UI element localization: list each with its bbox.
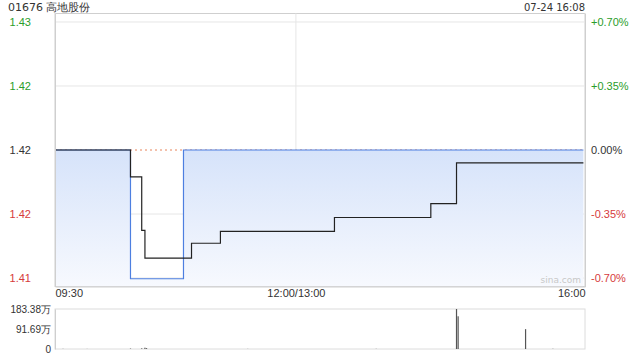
tick: 91.69万 bbox=[16, 324, 55, 335]
volume-bar bbox=[552, 348, 553, 349]
tick-label: 09:30 bbox=[56, 287, 84, 299]
subtitle: 07-24 16:08 bbox=[524, 2, 585, 13]
axis-line bbox=[55, 310, 56, 350]
tick-label: +0.70% bbox=[591, 16, 629, 28]
tick: 16:00 bbox=[558, 287, 586, 300]
tick-label: -0.35% bbox=[591, 208, 626, 220]
plot-frame bbox=[55, 14, 585, 287]
volume-bar bbox=[146, 348, 147, 349]
tick-label: 1.42 bbox=[10, 208, 31, 220]
watermark: sina.com bbox=[541, 275, 582, 285]
volume-bar bbox=[525, 329, 526, 349]
tick: 183.38万 bbox=[10, 304, 55, 315]
tick-label: -0.70% bbox=[591, 272, 626, 284]
axis: +0.70% +0.35% 0.00% -0.35% -0.70% bbox=[585, 14, 629, 287]
tick: -0.70% bbox=[585, 272, 626, 284]
price-area bbox=[55, 150, 583, 287]
volume-bar bbox=[141, 348, 142, 349]
volume-bar bbox=[130, 348, 131, 349]
tick-label: 91.69万 bbox=[16, 324, 51, 335]
tick-label: 1.41 bbox=[10, 272, 31, 284]
tick-label: 12:00/13:00 bbox=[267, 287, 325, 299]
chart: 1.43 1.42 1.42 1.42 1.41 +0.70% +0.35% 0.00% -0.… bbox=[0, 0, 640, 360]
grid bbox=[55, 14, 585, 287]
tick-label: 16:00 bbox=[558, 287, 586, 299]
volume-bar bbox=[62, 348, 63, 349]
tick: 0 bbox=[45, 344, 55, 355]
tick: 1.42 bbox=[10, 208, 55, 220]
tick: 12:00/13:00 bbox=[267, 287, 325, 300]
tick-label: +0.35% bbox=[591, 80, 629, 92]
volume-bar bbox=[456, 309, 457, 349]
axis: 1.43 1.42 1.42 1.42 1.41 bbox=[10, 14, 56, 287]
tick-label: 1.43 bbox=[10, 16, 31, 28]
tick-label: 0 bbox=[45, 344, 51, 355]
axis: 0 91.69万 183.38万 bbox=[10, 304, 55, 355]
volume-area bbox=[62, 309, 553, 349]
volume-frame bbox=[55, 309, 585, 349]
average-line bbox=[55, 150, 583, 258]
tick-label: 1.42 bbox=[10, 144, 31, 156]
tick: 09:30 bbox=[56, 287, 84, 300]
tick: 1.42 bbox=[10, 80, 55, 92]
tick: 1.41 bbox=[10, 272, 55, 284]
volume-bar bbox=[247, 348, 248, 349]
grid-line bbox=[55, 85, 585, 86]
title: 01676 高地股份 bbox=[8, 1, 91, 14]
tick: 1.43 bbox=[10, 16, 55, 28]
volume-bar bbox=[144, 348, 145, 349]
tick-label: 0.00% bbox=[591, 144, 622, 156]
volume-bar bbox=[458, 316, 459, 349]
tick: 0.00% bbox=[585, 144, 622, 156]
grid-line bbox=[55, 14, 56, 287]
tick: 1.42 bbox=[10, 144, 55, 156]
tick: +0.70% bbox=[585, 16, 629, 28]
tick: -0.35% bbox=[585, 208, 626, 220]
grid-line bbox=[585, 14, 586, 287]
volume-bar bbox=[376, 348, 377, 349]
tick: +0.35% bbox=[585, 80, 629, 92]
tick-label: 1.42 bbox=[10, 80, 31, 92]
axis: 09:30 12:00/13:00 16:00 bbox=[56, 287, 586, 300]
grid-line bbox=[55, 21, 585, 22]
price-line bbox=[55, 150, 583, 279]
axis-line bbox=[55, 14, 56, 287]
tick-label: 183.38万 bbox=[10, 304, 51, 315]
plot-area bbox=[55, 150, 583, 287]
axis-line bbox=[585, 14, 586, 287]
volume-bar bbox=[87, 348, 88, 349]
